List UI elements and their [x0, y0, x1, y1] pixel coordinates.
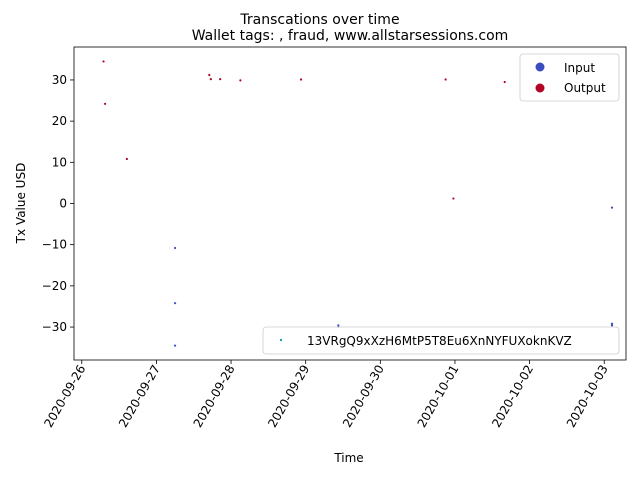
point-input — [337, 324, 340, 327]
point-output — [125, 157, 128, 161]
x-tick-label: 2020-09-28 — [191, 363, 238, 430]
point-output — [102, 60, 105, 63]
legend-address-label: 13VRgQ9xXzH6MtP5T8Eu6XnNYFUXoknKVZ — [307, 334, 572, 348]
point-output — [452, 197, 455, 200]
y-tick-label: −20 — [42, 279, 67, 293]
x-tick-label: 2020-10-01 — [415, 363, 462, 430]
point-input — [610, 322, 614, 325]
point-input — [173, 302, 177, 305]
y-axis-label: Tx Value USD — [14, 163, 28, 245]
legend-lower-frame — [262, 326, 620, 355]
chart-title: Transcations over time — [239, 12, 399, 28]
plot-frame — [73, 46, 627, 361]
data-points — [102, 60, 614, 347]
point-output — [103, 102, 107, 105]
y-tick-label: 10 — [52, 155, 67, 169]
legend-lower: 13VRgQ9xXzH6MtP5T8Eu6XnNYFUXoknKVZ — [262, 326, 620, 355]
legend-output-marker — [535, 83, 545, 93]
x-tick-label: 2020-10-02 — [489, 363, 536, 430]
point-output — [219, 78, 222, 81]
axis-ticks: 2020-09-26 2020-09-27 2020-09-28 2020-09-29… — [41, 73, 610, 430]
legend-upper: Input Output — [519, 53, 620, 102]
point-input — [610, 206, 614, 209]
point-output — [503, 80, 506, 84]
point-input — [610, 324, 614, 327]
legend-input-label: Input — [564, 61, 595, 75]
legend-upper-frame — [519, 53, 620, 102]
y-tick-label: 30 — [52, 73, 67, 87]
y-tick-label: 20 — [52, 114, 67, 128]
point-output — [208, 73, 211, 77]
point-output — [444, 78, 447, 81]
point-input — [173, 344, 177, 347]
y-tick-label: −30 — [42, 320, 67, 334]
legend-input-marker — [535, 62, 545, 72]
legend-address-marker — [279, 338, 283, 342]
y-tick-label: 0 — [59, 197, 67, 211]
x-tick-label: 2020-09-26 — [41, 363, 88, 430]
legend-output-label: Output — [564, 81, 606, 95]
x-axis-label: Time — [333, 451, 363, 465]
y-tick-label: −10 — [42, 238, 67, 252]
chart-subtitle: Wallet tags: , fraud, www.allstarsession… — [192, 28, 509, 44]
x-tick-label: 2020-09-30 — [340, 363, 387, 430]
x-tick-label: 2020-09-27 — [116, 363, 163, 430]
x-tick-label: 2020-10-03 — [564, 363, 611, 430]
point-output — [299, 78, 303, 81]
point-output — [209, 78, 212, 81]
point-input — [173, 246, 177, 250]
point-output — [239, 79, 242, 82]
x-tick-label: 2020-09-29 — [265, 363, 312, 430]
